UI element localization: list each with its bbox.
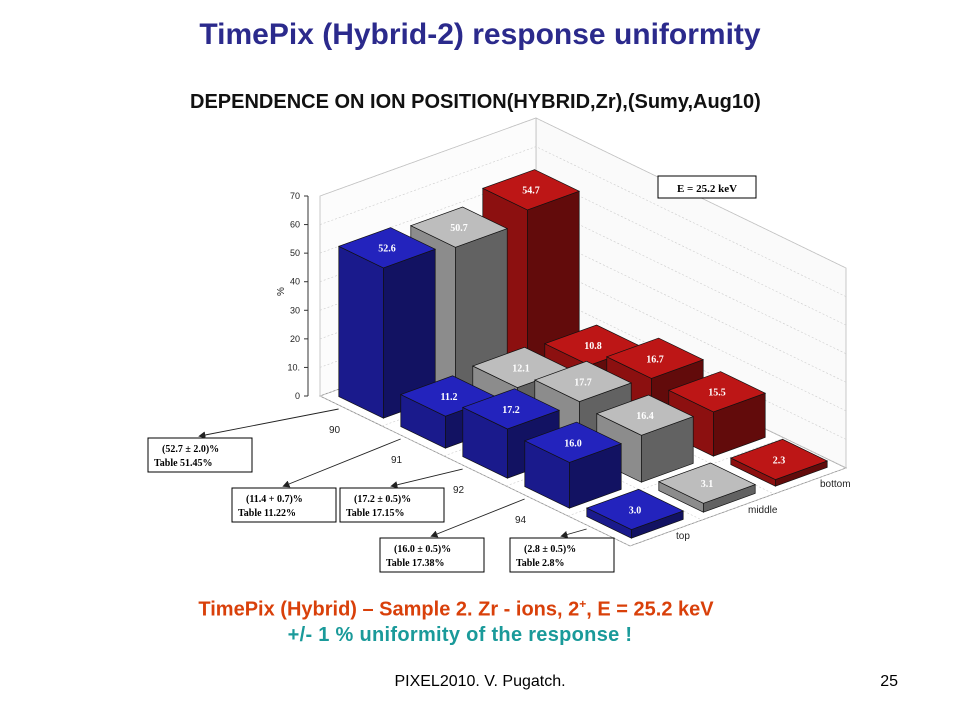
grid-line	[319, 117, 847, 269]
chart-annotations: (52.7 ± 2.0)% Table 51.45% (11.4 + 0.7)% Ta…	[147, 408, 615, 573]
bar-top	[729, 438, 829, 480]
y-tick-label: 20	[290, 334, 300, 344]
annotation-table: Table 17.38%	[386, 558, 445, 569]
bar-value-label: 12.1	[512, 363, 530, 374]
chart-axes: 010.203040506070%9091929496topmiddlebott…	[276, 191, 851, 556]
annotation-measured: (2.8 ± 0.5)%	[524, 544, 576, 555]
annotation-measured: (52.7 ± 2.0)%	[162, 444, 219, 455]
annotation-table: Table 51.45%	[154, 458, 213, 469]
annotation-frame	[231, 487, 337, 523]
bar-value-label: 16.7	[646, 354, 664, 365]
annotation-table: Table 17.15%	[346, 508, 405, 519]
bar-top-94	[523, 421, 623, 509]
y-tick-label: 30	[290, 305, 300, 315]
bar-top	[657, 462, 757, 504]
bar-value-label: 3.1	[701, 479, 714, 490]
bar-value-label: 16.0	[564, 438, 582, 449]
y-tick-label: 70	[290, 191, 300, 201]
y-tick-label: 0	[295, 391, 300, 401]
bar-top	[585, 488, 685, 530]
chart-canvas: 010.203040506070%9091929496topmiddlebott…	[147, 91, 851, 573]
chart-labels: DEPENDENCE ON ION POSITION(HYBRID,Zr),(S…	[190, 91, 785, 516]
bar-top	[409, 206, 509, 248]
y-tick-label: 10.	[287, 362, 300, 372]
floor-grid-line	[319, 395, 631, 547]
y-tick-label: 50	[290, 248, 300, 258]
bar-value-label: 2.3	[773, 455, 786, 466]
x-tick-label: 92	[453, 485, 465, 496]
series-label: top	[676, 531, 690, 542]
annotation-arrow	[560, 528, 587, 538]
energy-label: E = 25.2 keV	[677, 183, 737, 195]
annotation-measured: (11.4 + 0.7)%	[246, 494, 303, 505]
annotation-measured: (16.0 ± 0.5)%	[394, 544, 451, 555]
bar-bottom-96	[729, 438, 829, 487]
energy-label-box: E = 25.2 keV	[657, 175, 757, 199]
bar-top	[481, 169, 581, 211]
annotation-measured: (17.2 ± 0.5)%	[354, 494, 411, 505]
energy-box	[657, 175, 757, 199]
annotation-frame	[509, 537, 615, 573]
x-tick-label: 91	[391, 455, 403, 466]
uniformity-statement: +/- 1 % uniformity of the response !	[287, 624, 633, 646]
y-tick-label: 60	[290, 220, 300, 230]
bar-top	[533, 360, 633, 402]
bar-top-90	[337, 227, 437, 419]
charge-superscript: +	[579, 597, 587, 611]
bar-top	[337, 227, 437, 269]
annotation-box: (17.2 ± 0.5)% Table 17.15%	[339, 468, 463, 523]
y-axis-label: %	[276, 287, 287, 296]
x-tick-label: 90	[329, 425, 341, 436]
bar-top	[605, 337, 705, 379]
annotation-table: Table 11.22%	[238, 508, 296, 519]
annotation-arrow	[282, 438, 401, 488]
energy-text: , E = 25.2 keV	[586, 598, 714, 621]
series-label: middle	[748, 505, 778, 516]
grid-line	[319, 146, 847, 297]
bar-middle-96	[657, 462, 757, 513]
x-tick-label: 94	[515, 515, 527, 526]
series-label: bottom	[820, 479, 851, 490]
bar-value-label: 17.7	[574, 377, 592, 388]
slide-title: TimePix (Hybrid-2) response uniformity	[199, 18, 761, 51]
bar-value-label: 50.7	[450, 223, 468, 234]
bar-value-label: 15.5	[708, 388, 726, 399]
annotation-arrow	[390, 468, 463, 489]
annotation-table: Table 2.8%	[516, 558, 565, 569]
chart-title: DEPENDENCE ON ION POSITION(HYBRID,Zr),(S…	[190, 91, 761, 113]
annotation-box: (2.8 ± 0.5)% Table 2.8%	[509, 528, 615, 573]
bar-top	[461, 388, 561, 430]
bar-value-label: 11.2	[441, 392, 458, 403]
annotation-box: (16.0 ± 0.5)% Table 17.38%	[379, 498, 525, 573]
annotation-arrow	[430, 498, 525, 538]
bar-value-label: 3.0	[629, 505, 642, 516]
bar-face	[338, 245, 384, 419]
bar-value-label: 10.8	[584, 341, 602, 352]
bar-value-label: 16.4	[636, 411, 654, 422]
chart-bars	[337, 169, 829, 539]
bar-value-label: 17.2	[502, 405, 520, 416]
page-number: 25	[880, 673, 898, 690]
bar-chart-3d: 010.203040506070%9091929496topmiddlebott…	[140, 80, 860, 580]
footer-author: PIXEL2010. V. Pugatch.	[394, 673, 566, 690]
experiment-description-text: TimePix (Hybrid) – Sample 2. Zr - ions, …	[198, 598, 580, 621]
bar-top	[667, 371, 767, 413]
annotation-frame	[379, 537, 485, 573]
y-tick-label: 40	[290, 277, 300, 287]
annotation-box: (11.4 + 0.7)% Table 11.22%	[231, 438, 401, 523]
bar-top-96	[585, 488, 685, 539]
bar-value-label: 52.6	[378, 244, 396, 255]
bar-top	[595, 394, 695, 436]
experiment-description: TimePix (Hybrid) – Sample 2. Zr - ions, …	[0, 597, 912, 622]
annotation-box: (52.7 ± 2.0)% Table 51.45%	[147, 408, 339, 473]
bar-top	[523, 421, 623, 463]
annotation-arrow	[198, 408, 339, 439]
bar-value-label: 54.7	[522, 186, 540, 197]
